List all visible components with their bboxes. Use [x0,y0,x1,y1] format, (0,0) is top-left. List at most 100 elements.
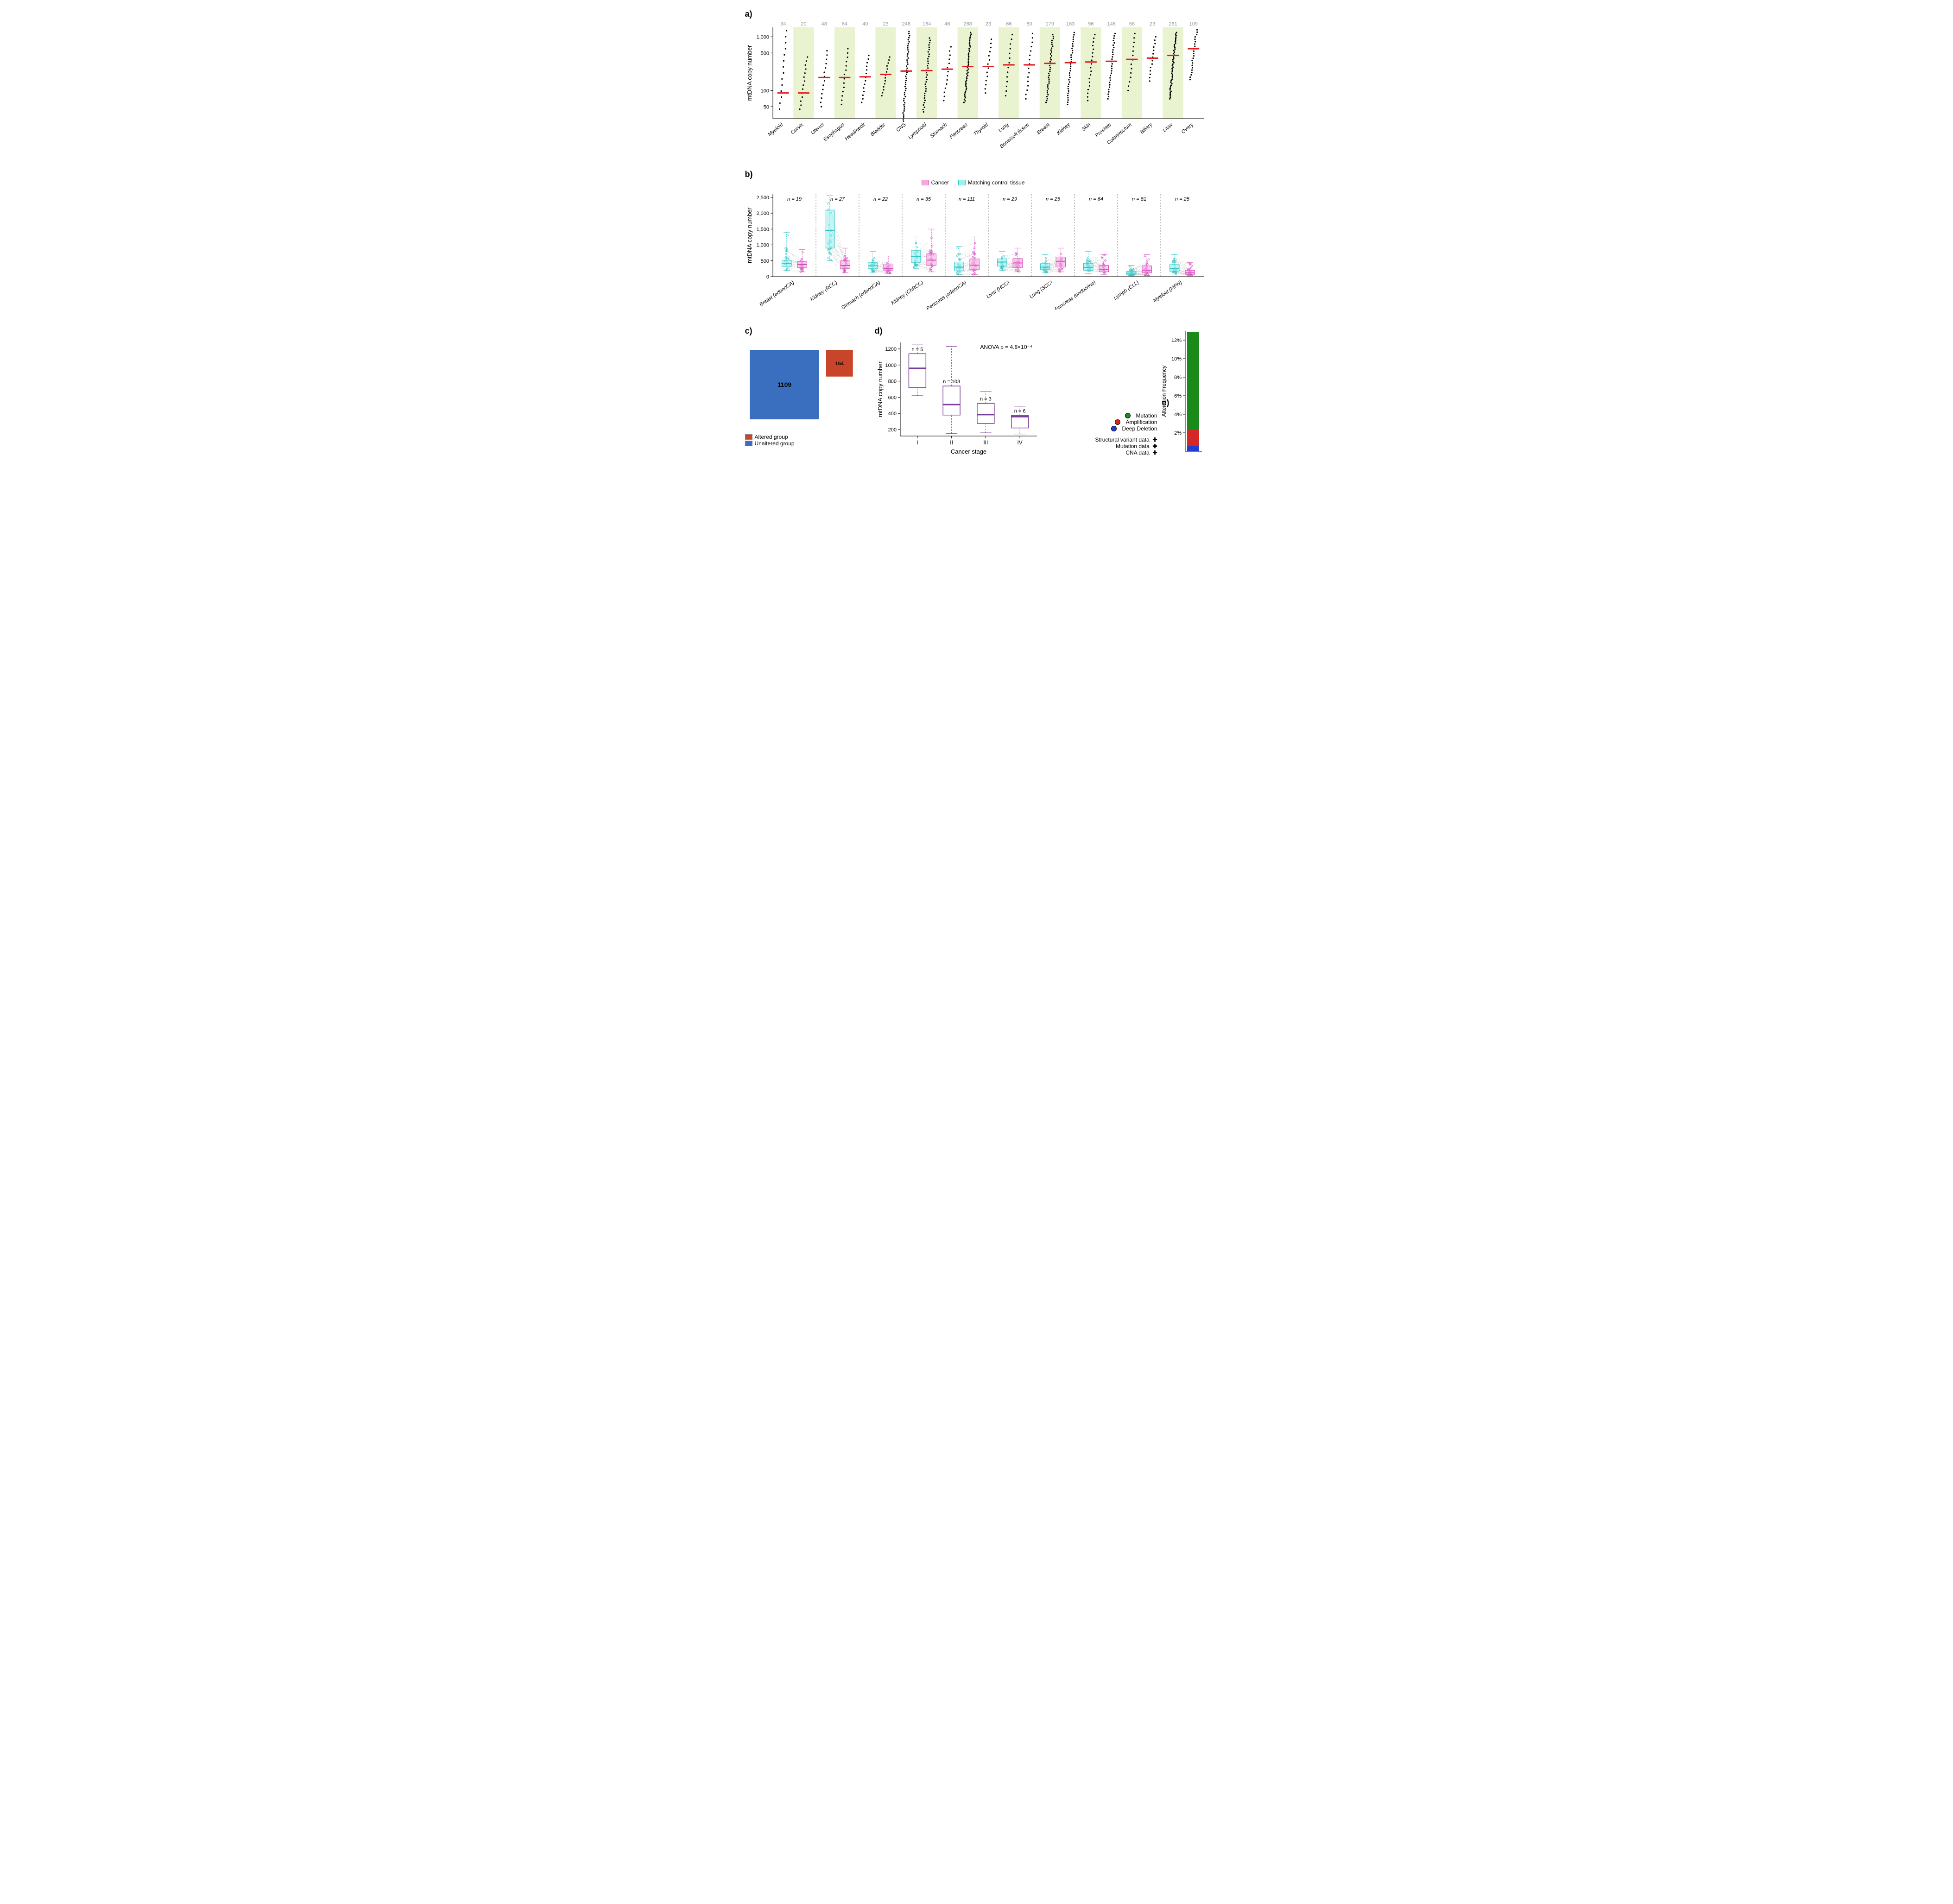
svg-text:164: 164 [835,361,844,367]
panel-e-chart: 2%4%6%8%10%12%Alteration Frequency [1162,326,1204,456]
panel-c-legend: Altered group Unaltered group [745,434,861,447]
legend-unaltered: Unaltered group [745,440,854,447]
svg-text:23: 23 [883,21,888,27]
svg-text:40: 40 [862,21,868,27]
svg-text:66: 66 [1006,21,1011,27]
svg-text:Esophagus: Esophagus [822,122,846,143]
panel-b: b) Cancer Matching control tissue 05001,… [745,170,1208,312]
svg-text:mtDNA copy number: mtDNA copy number [746,207,753,263]
svg-text:34: 34 [780,21,786,27]
panel-c-chart: 1109164 [745,336,861,429]
panel-b-chart: 05001,0001,5002,0002,500mtDNA copy numbe… [745,190,1208,310]
svg-text:mtDNA copy number: mtDNA copy number [746,45,753,101]
svg-text:n = 81: n = 81 [1132,196,1146,202]
svg-text:n = 25: n = 25 [1046,196,1061,202]
svg-text:Kidney: Kidney [1056,121,1072,136]
svg-text:n = 35: n = 35 [916,196,931,202]
svg-text:Bladder: Bladder [869,121,887,137]
svg-text:4%: 4% [1174,412,1182,417]
svg-text:Lymphoid: Lymphoid [907,122,928,140]
unaltered-label: Unaltered group [755,440,795,447]
svg-text:n = 22: n = 22 [873,196,888,202]
svg-text:Myeloid (MPN): Myeloid (MPN) [1152,279,1183,304]
svg-text:46: 46 [944,21,950,27]
svg-text:Alteration Frequency: Alteration Frequency [1162,366,1167,417]
svg-text:Breast: Breast [1036,122,1051,136]
svg-text:400: 400 [888,411,896,417]
svg-text:1,500: 1,500 [756,227,769,232]
svg-text:CNS: CNS [895,122,907,133]
svg-text:146: 146 [1107,21,1115,27]
svg-text:268: 268 [963,21,972,27]
svg-text:50: 50 [763,104,769,110]
svg-text:200: 200 [888,427,896,433]
svg-text:6%: 6% [1174,393,1182,399]
panel-d-chart: 20040060080010001200mtDNA copy numberCan… [875,336,1042,456]
svg-text:Breast (adenoCA): Breast (adenoCA) [758,279,795,308]
unaltered-swatch [745,441,752,446]
svg-text:III: III [983,439,988,446]
svg-text:261: 261 [1169,21,1177,27]
data-indicator-row: Structural variant data ✚ [1056,436,1157,443]
svg-text:Cancer stage: Cancer stage [950,448,986,455]
svg-text:1,000: 1,000 [756,243,769,248]
svg-text:Pancreas: Pancreas [948,122,969,140]
altered-label: Altered group [755,434,788,440]
svg-text:n = 25: n = 25 [1175,196,1190,202]
svg-text:500: 500 [760,259,769,264]
svg-text:Cervix: Cervix [790,122,804,136]
svg-text:10%: 10% [1171,356,1181,362]
svg-text:2,500: 2,500 [756,195,769,201]
e-legend-item: Deep Deletion [1056,425,1157,432]
panel-e-datarows: Structural variant data ✚Mutation data ✚… [1056,436,1157,456]
data-indicator-row: Mutation data ✚ [1056,443,1157,449]
svg-text:Ovary: Ovary [1180,121,1195,135]
panel-e-legend: MutationAmplificationDeep Deletion [1056,412,1157,432]
svg-text:1200: 1200 [885,347,896,352]
svg-text:80: 80 [1026,21,1032,27]
svg-text:23: 23 [985,21,991,27]
altered-swatch [745,434,752,440]
svg-text:n = 103: n = 103 [943,379,960,385]
svg-text:246: 246 [902,21,910,27]
svg-text:n = 3: n = 3 [980,396,991,402]
svg-text:mtDNA copy number: mtDNA copy number [877,361,884,417]
cancer-swatch [922,180,929,185]
svg-text:ANOVA p = 4.8×10⁻⁴: ANOVA p = 4.8×10⁻⁴ [980,344,1032,350]
svg-text:Head/neck: Head/neck [844,122,866,142]
svg-text:800: 800 [888,379,896,385]
legend-control: Matching control tissue [958,179,1025,186]
svg-text:96: 96 [1088,21,1093,27]
svg-text:2,000: 2,000 [756,211,769,216]
panel-c-label: c) [745,326,752,335]
svg-text:179: 179 [1045,21,1054,27]
svg-text:Stomach (adenoCA): Stomach (adenoCA) [840,279,881,310]
panel-a: a) 501005001,000mtDNA copy number34Myelo… [745,9,1208,156]
panel-d-label: d) [875,326,883,335]
svg-text:n = 64: n = 64 [1089,196,1103,202]
panel-e: e) MutationAmplificationDeep Deletion St… [1056,326,1204,456]
legend-control-label: Matching control tissue [968,179,1025,186]
svg-text:Pancreas (adenoCA): Pancreas (adenoCA) [925,279,967,310]
svg-text:Pancreas (endocrine): Pancreas (endocrine) [1054,279,1097,310]
svg-text:n = 27: n = 27 [830,196,845,202]
panel-a-label: a) [745,9,752,19]
svg-text:1,000: 1,000 [756,34,769,40]
svg-text:163: 163 [1066,21,1074,27]
legend-cancer-label: Cancer [931,179,949,186]
svg-text:Skin: Skin [1081,122,1092,133]
panel-e-label: e) [1162,398,1169,407]
svg-text:Lung: Lung [997,122,1010,133]
legend-altered: Altered group [745,434,854,440]
svg-text:I: I [916,439,918,446]
svg-text:n = 111: n = 111 [958,196,974,202]
svg-text:Prostate: Prostate [1094,122,1112,139]
panel-a-chart: 501005001,000mtDNA copy number34Myeloid2… [745,19,1208,153]
panel-d: d) 20040060080010001200mtDNA copy number… [875,326,1042,459]
svg-text:IV: IV [1017,439,1022,446]
svg-text:Thyroid: Thyroid [973,122,989,137]
svg-text:8%: 8% [1174,375,1182,380]
svg-text:Kidney (RCC): Kidney (RCC) [809,279,838,302]
svg-text:Lung (SCC): Lung (SCC) [1028,279,1054,299]
svg-text:Stomach: Stomach [929,122,948,139]
